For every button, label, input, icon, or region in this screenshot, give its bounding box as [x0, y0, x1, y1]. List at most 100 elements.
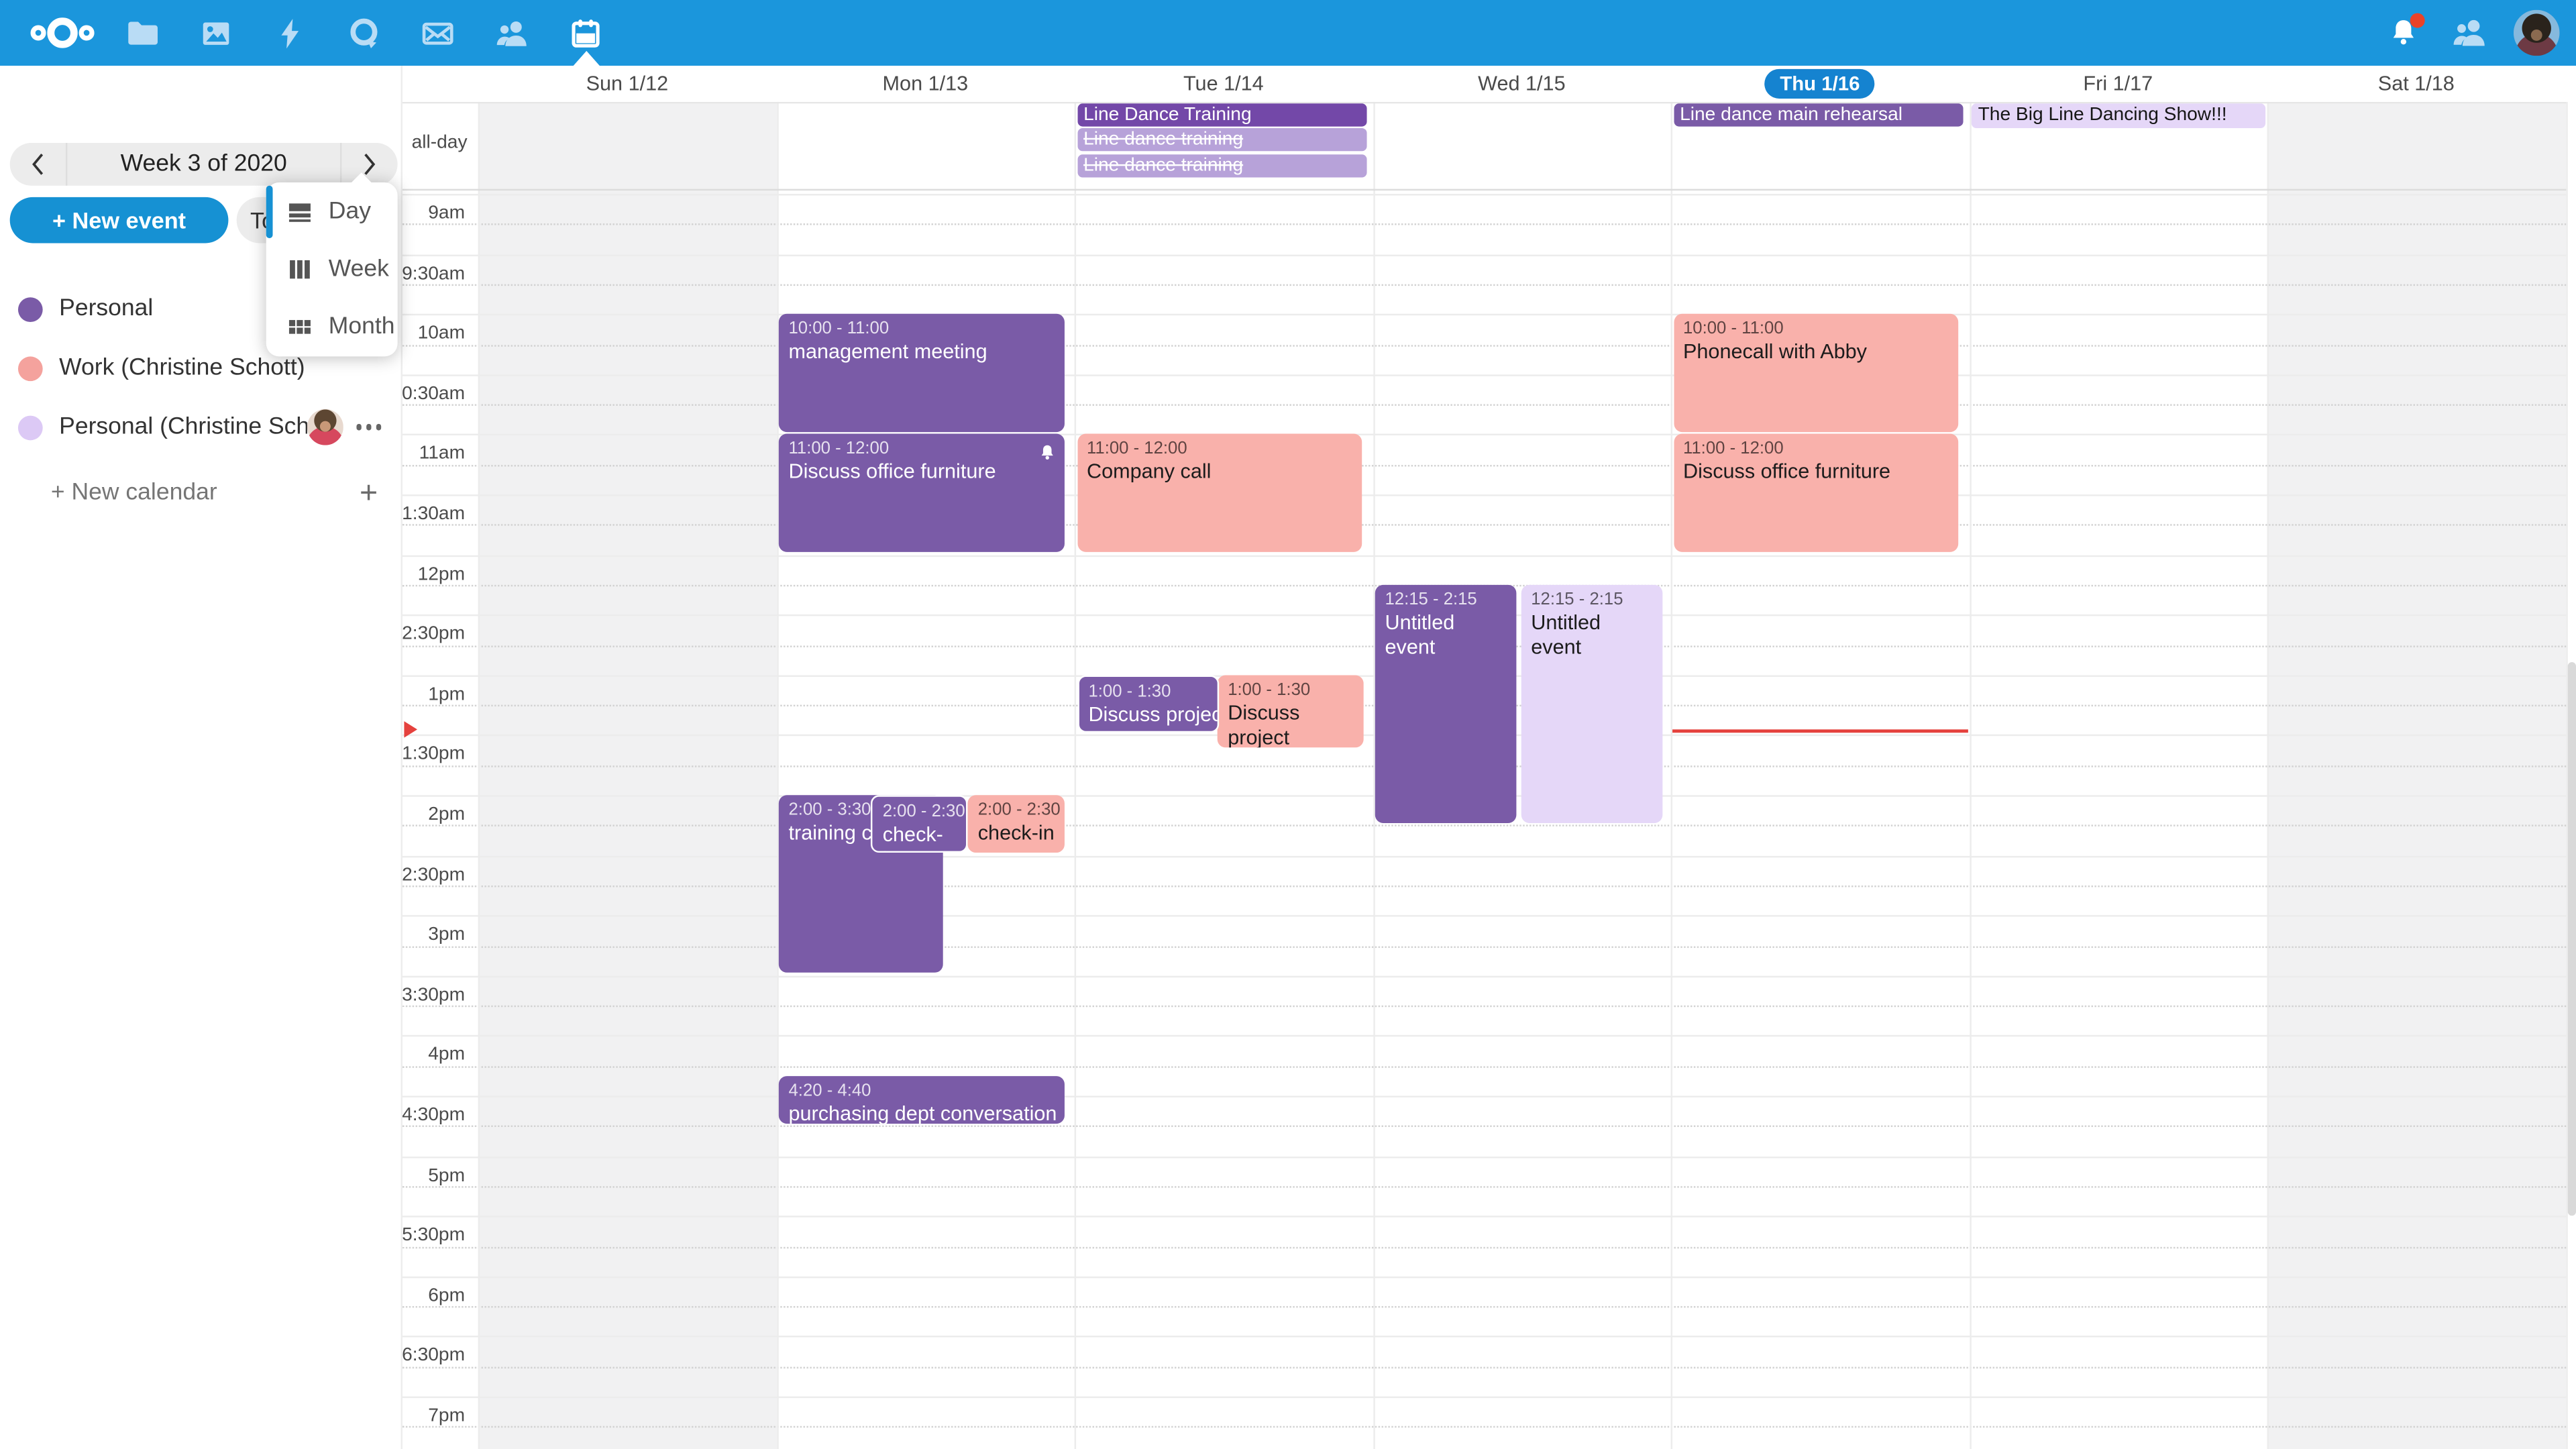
grid-line — [400, 494, 2566, 496]
event-time: 11:00 - 12:00 — [1087, 439, 1187, 460]
day-header-label: Wed 1/15 — [1478, 72, 1566, 96]
grid-line — [400, 254, 2566, 256]
allday-event[interactable]: Line dance training — [1077, 128, 1367, 152]
view-option-day[interactable]: Day — [266, 184, 398, 241]
grid-line — [400, 554, 2566, 557]
allday-event[interactable]: Line dance main rehearsal — [1673, 103, 1964, 126]
calendar-name: Work (Christine Schott) — [59, 354, 305, 382]
app-activity-icon[interactable] — [253, 0, 327, 66]
event[interactable]: 11:00 - 12:00 Discuss office furniture — [1673, 434, 1959, 553]
event-time: 11:00 - 12:00 — [1682, 439, 1784, 460]
event-time: 11:00 - 12:00 — [788, 439, 890, 460]
grid-line — [400, 404, 2566, 407]
grid-line — [400, 1156, 2566, 1158]
previous-week-button[interactable] — [10, 143, 66, 186]
day-header[interactable]: Fri 1/17 — [1969, 66, 2267, 102]
column-separator — [478, 101, 480, 1449]
event-time: 1:00 - 1:30 — [1228, 680, 1311, 700]
column-separator — [1670, 101, 1673, 1449]
grid-line — [400, 1065, 2566, 1068]
day-header[interactable]: Sat 1/18 — [2267, 66, 2565, 102]
day-column[interactable] — [478, 189, 776, 1449]
calendar-list-item[interactable]: Personal (Christine Scho… — [0, 398, 401, 457]
grid-line — [400, 314, 2566, 316]
event[interactable]: 10:00 - 11:00 management meeting — [778, 314, 1064, 432]
event-time: 4:20 - 4:40 — [788, 1080, 871, 1101]
event[interactable]: 12:15 - 2:15 Untitled event — [1521, 584, 1663, 823]
allday-event[interactable]: Line Dance Training — [1077, 103, 1367, 126]
day-column[interactable] — [2267, 189, 2565, 1449]
vertical-scrollbar[interactable] — [2567, 661, 2575, 1216]
calendar-name: Personal (Christine Scho… — [59, 414, 307, 441]
event-title: Discuss project announcement — [1228, 701, 1300, 747]
grid-line — [400, 1366, 2566, 1368]
day-header-label: Mon 1/13 — [882, 72, 969, 96]
event[interactable]: 12:15 - 2:15 Untitled event — [1375, 584, 1517, 823]
grid-line — [400, 825, 2566, 827]
popover-active-indicator — [266, 185, 273, 239]
grid-line — [400, 1035, 2566, 1038]
day-header[interactable]: Sun 1/12 — [478, 66, 776, 102]
allday-event[interactable]: The Big Line Dancing Show!!! — [1971, 103, 2265, 127]
column-separator — [1074, 101, 1077, 1449]
event[interactable]: 4:20 - 4:40 purchasing dept conversation — [778, 1075, 1064, 1124]
next-week-button[interactable] — [341, 143, 397, 186]
app-calendar-icon[interactable] — [549, 0, 623, 66]
time-label: 3:30pm — [402, 985, 466, 1006]
event[interactable]: 10:00 - 11:00 Phonecall with Abby — [1673, 314, 1959, 432]
grid-line — [400, 945, 2566, 947]
view-option-week[interactable]: Week — [266, 241, 398, 298]
user-avatar[interactable] — [2513, 9, 2560, 56]
event[interactable]: 11:00 - 12:00 Discuss office furniture — [778, 434, 1064, 553]
allday-divider — [400, 189, 2566, 191]
app-contacts-icon[interactable] — [475, 0, 549, 66]
grid-line — [400, 223, 2566, 226]
app-talk-icon[interactable] — [327, 0, 400, 66]
day-header[interactable]: Wed 1/15 — [1373, 66, 1670, 102]
grid-line — [400, 344, 2566, 346]
grid-line — [400, 1336, 2566, 1338]
calendar-list-item[interactable]: Personal — [0, 279, 401, 338]
allday-event[interactable]: Line dance training — [1077, 153, 1367, 177]
new-calendar-button[interactable]: + New calendar + — [50, 475, 378, 511]
event-time: 10:00 - 11:00 — [788, 319, 890, 339]
grid-line — [400, 975, 2566, 977]
new-event-button[interactable]: + New event — [9, 197, 229, 244]
contacts-menu-icon[interactable] — [2448, 11, 2491, 54]
grid-line — [400, 434, 2566, 436]
day-column[interactable] — [1969, 189, 2267, 1449]
event[interactable]: 11:00 - 12:00 Company call — [1077, 434, 1362, 553]
today-pill: Thu 1/16 — [1765, 68, 1875, 99]
calendar-actions-menu-icon[interactable] — [356, 424, 382, 431]
day-header[interactable]: Tue 1/14 — [1075, 66, 1373, 102]
day-header-label: Sun 1/12 — [586, 72, 669, 96]
event-title: check-in — [977, 821, 1055, 845]
view-option-month[interactable]: Month — [266, 298, 398, 355]
time-label: 5:30pm — [402, 1226, 466, 1246]
time-label: 1:30pm — [402, 745, 466, 765]
day-header-label: Sat 1/18 — [2377, 72, 2455, 96]
grid-line — [400, 1276, 2566, 1278]
grid-line — [400, 1396, 2566, 1399]
calendar-list-item[interactable]: Work (Christine Schott) — [0, 338, 401, 397]
grid-line — [400, 1126, 2566, 1128]
grid-line — [400, 1246, 2566, 1248]
day-header[interactable]: Thu 1/16 — [1671, 66, 1969, 102]
day-header[interactable]: Mon 1/13 — [776, 66, 1074, 102]
topbar-right-controls — [2382, 0, 2560, 66]
time-label: 12pm — [417, 564, 466, 584]
notifications-bell-icon[interactable] — [2382, 11, 2425, 54]
event-time: 2:00 - 2:30 — [977, 800, 1061, 820]
app-photos-icon[interactable] — [179, 0, 253, 66]
nextcloud-logo[interactable] — [26, 13, 99, 53]
day-column[interactable] — [1075, 189, 1373, 1449]
time-label: 9:30am — [402, 264, 466, 284]
app-mail-icon[interactable] — [401, 0, 475, 66]
app-files-icon[interactable] — [105, 0, 179, 66]
